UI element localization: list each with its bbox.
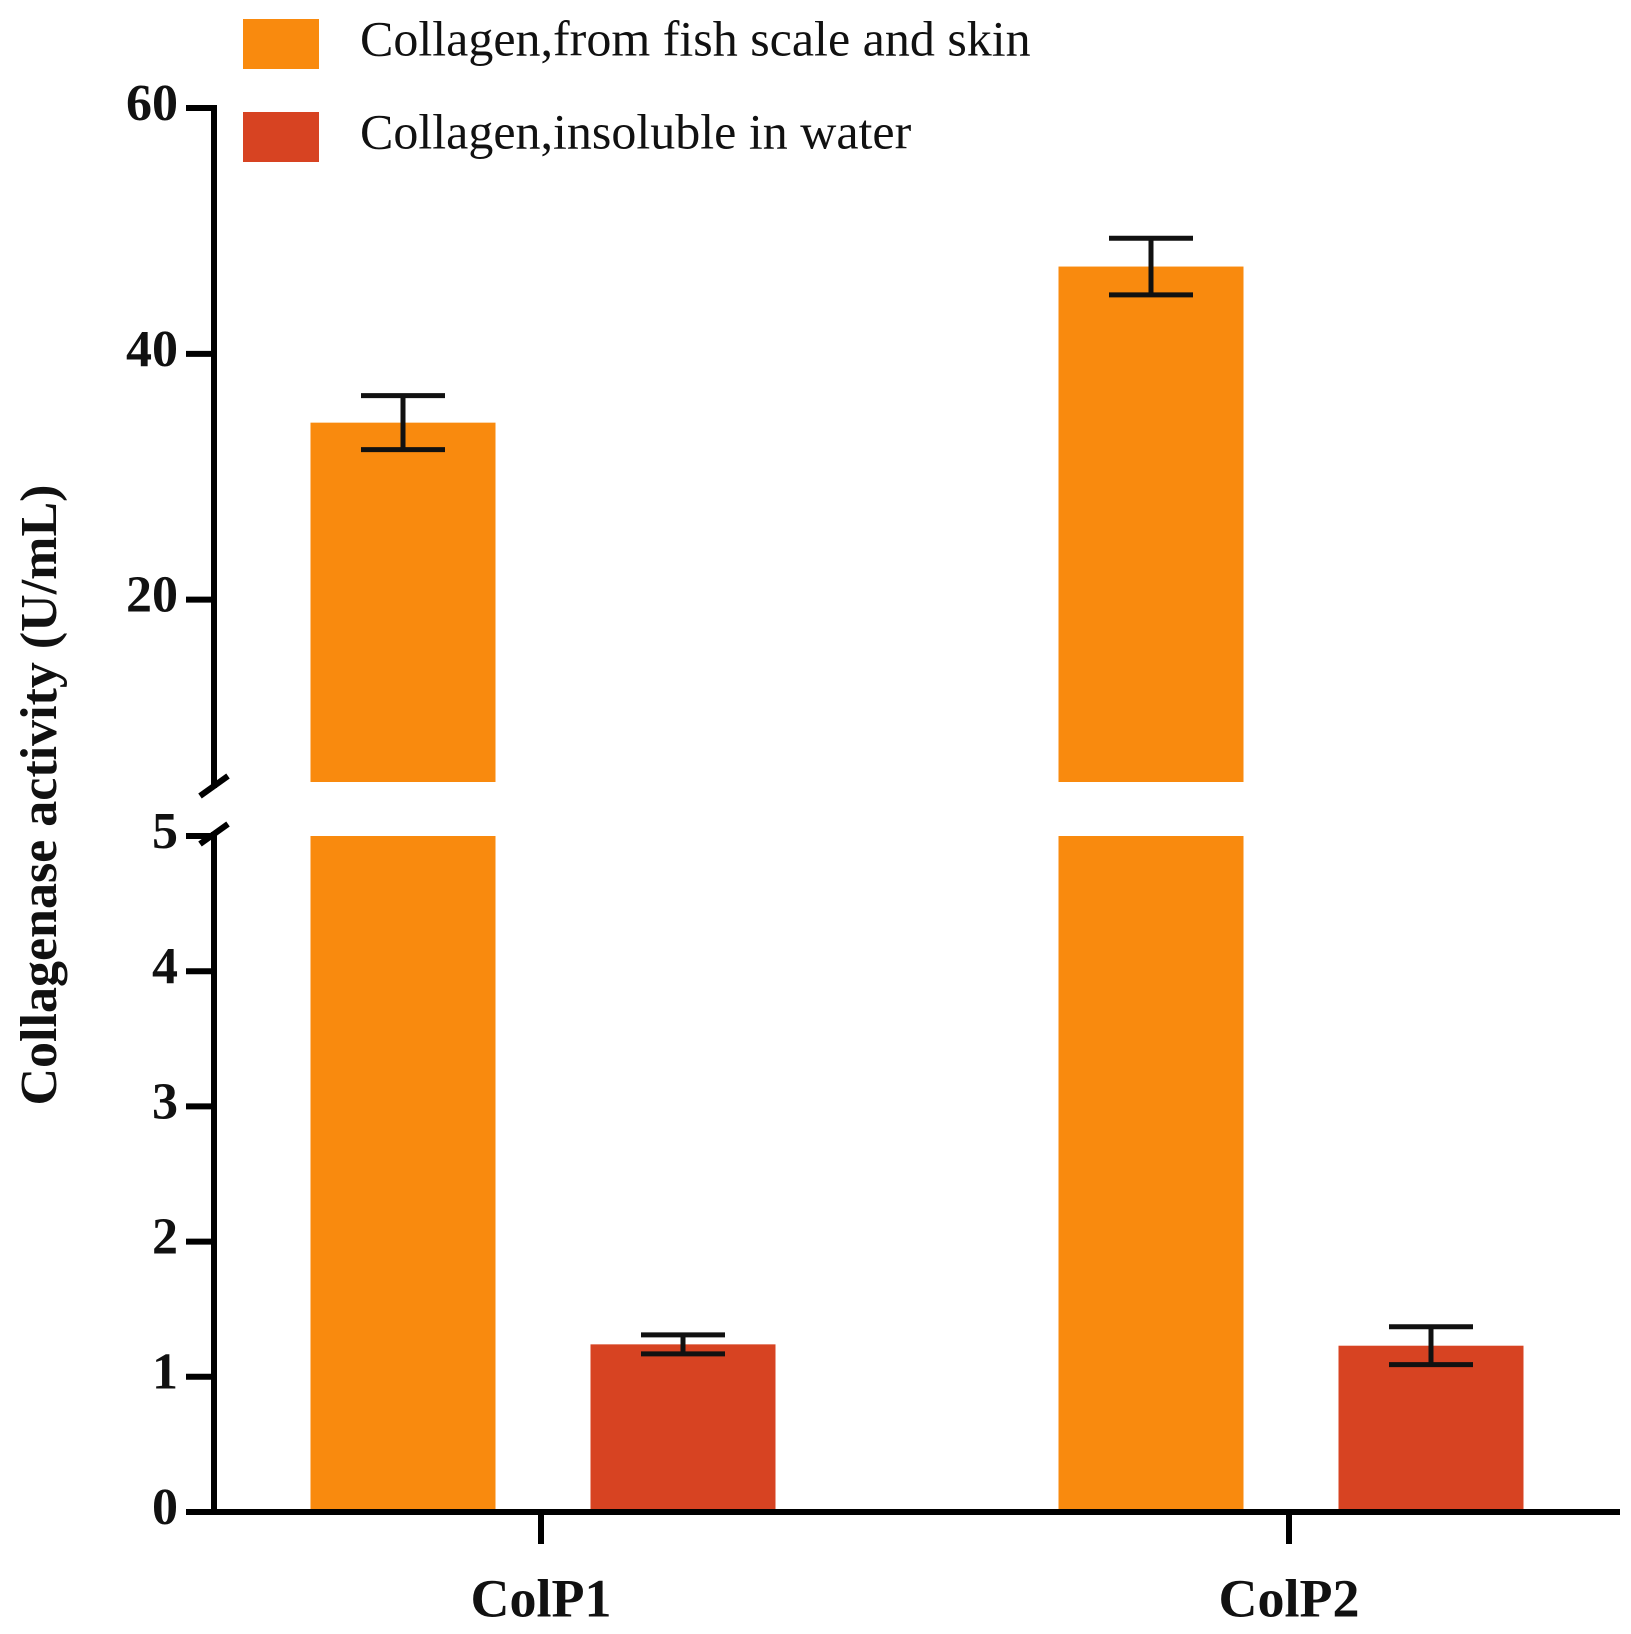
x-tick-label: ColP2 xyxy=(1219,1568,1360,1628)
y-tick-label: 4 xyxy=(152,938,178,995)
legend-swatch xyxy=(243,112,319,162)
y-tick-label: 20 xyxy=(126,567,178,624)
y-tick-label: 3 xyxy=(152,1073,178,1130)
bar xyxy=(1058,266,1244,1512)
y-tick-label: 1 xyxy=(152,1344,178,1401)
error-bar xyxy=(361,393,445,453)
bar xyxy=(310,422,496,1512)
x-tick-label: ColP1 xyxy=(471,1568,612,1628)
error-bar xyxy=(641,1332,725,1357)
legend-label: Collagen,from fish scale and skin xyxy=(360,10,1031,66)
bar xyxy=(1338,1345,1524,1512)
y-tick-label: 40 xyxy=(126,321,178,378)
legend-swatch xyxy=(243,19,319,69)
y-tick-label: 0 xyxy=(152,1479,178,1536)
error-bar xyxy=(1389,1324,1473,1368)
bar-segment xyxy=(1338,1345,1524,1512)
y-tick-label: 60 xyxy=(126,75,178,132)
bar-segment xyxy=(1058,836,1244,1512)
error-bar xyxy=(1109,235,1193,298)
legend-label: Collagen,insoluble in water xyxy=(360,103,912,159)
bar xyxy=(590,1344,776,1512)
y-axis-title: Collagenase activity (U/mL) xyxy=(11,484,68,1105)
axis-break xyxy=(198,773,230,799)
y-tick-label: 5 xyxy=(152,803,178,860)
bar-segment xyxy=(310,836,496,1512)
bar-segment xyxy=(590,1344,776,1512)
bar-segment xyxy=(1058,266,1244,782)
y-tick-label: 2 xyxy=(152,1209,178,1266)
bar-segment xyxy=(310,422,496,782)
